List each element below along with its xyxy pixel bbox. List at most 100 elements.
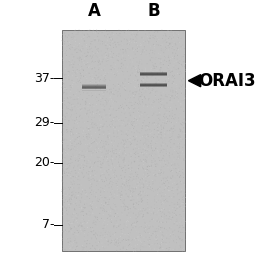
- Point: [145, 117, 149, 121]
- Point: [178, 234, 183, 238]
- Point: [78, 72, 83, 76]
- Point: [133, 85, 138, 89]
- Point: [143, 140, 148, 144]
- Point: [131, 220, 135, 224]
- Point: [87, 214, 91, 218]
- Point: [124, 237, 128, 241]
- Point: [174, 185, 178, 189]
- Point: [93, 37, 97, 41]
- Point: [175, 182, 179, 186]
- Point: [176, 208, 180, 212]
- Point: [127, 97, 131, 101]
- Point: [141, 172, 145, 176]
- Point: [134, 153, 138, 157]
- Point: [139, 179, 143, 183]
- Point: [101, 73, 106, 78]
- Point: [151, 70, 155, 74]
- Point: [182, 168, 186, 173]
- Point: [68, 83, 72, 88]
- Point: [82, 33, 87, 37]
- Point: [61, 181, 65, 185]
- Point: [149, 83, 153, 87]
- Point: [108, 134, 112, 138]
- Point: [151, 87, 155, 91]
- Point: [159, 235, 164, 239]
- Point: [103, 40, 107, 44]
- Point: [88, 241, 92, 246]
- Point: [154, 233, 158, 237]
- Point: [65, 232, 69, 236]
- Point: [91, 192, 96, 196]
- Point: [113, 212, 117, 216]
- Point: [112, 81, 116, 85]
- Point: [99, 173, 103, 177]
- Point: [66, 216, 70, 220]
- Point: [97, 140, 102, 144]
- Point: [75, 216, 79, 220]
- Point: [61, 157, 65, 161]
- Point: [110, 233, 114, 238]
- Point: [92, 194, 96, 198]
- Point: [135, 129, 139, 133]
- Point: [182, 212, 186, 216]
- Point: [152, 111, 156, 115]
- Point: [114, 182, 118, 186]
- Point: [171, 182, 175, 186]
- Point: [113, 202, 117, 207]
- Point: [96, 52, 100, 56]
- Point: [116, 215, 120, 219]
- Point: [144, 157, 148, 161]
- Point: [129, 223, 133, 227]
- Point: [153, 158, 157, 162]
- Point: [121, 63, 125, 67]
- Point: [128, 95, 133, 100]
- Point: [167, 79, 171, 83]
- Point: [127, 207, 131, 211]
- Point: [124, 223, 128, 227]
- Point: [165, 157, 169, 161]
- Point: [122, 35, 127, 39]
- Point: [120, 35, 124, 39]
- Point: [139, 225, 143, 229]
- Point: [142, 157, 146, 162]
- Point: [116, 118, 121, 122]
- Point: [165, 40, 169, 44]
- Text: ORAI3: ORAI3: [198, 72, 256, 90]
- Point: [66, 135, 70, 140]
- Point: [100, 201, 104, 206]
- Point: [68, 88, 72, 92]
- Point: [68, 35, 72, 39]
- Point: [65, 222, 70, 226]
- Point: [155, 213, 159, 217]
- Point: [95, 170, 100, 174]
- Point: [129, 151, 133, 155]
- Point: [132, 131, 136, 135]
- Point: [75, 70, 79, 74]
- Point: [134, 39, 139, 44]
- Point: [126, 129, 130, 133]
- Point: [171, 232, 175, 236]
- Point: [89, 121, 93, 125]
- Point: [113, 243, 117, 248]
- Point: [120, 132, 124, 136]
- Point: [78, 85, 82, 89]
- Point: [66, 237, 70, 241]
- Point: [113, 147, 117, 151]
- Point: [181, 101, 185, 105]
- Point: [180, 161, 184, 165]
- Point: [130, 198, 134, 202]
- Point: [75, 218, 79, 222]
- Point: [137, 176, 141, 180]
- Point: [101, 158, 105, 162]
- Point: [88, 244, 93, 249]
- Point: [142, 145, 147, 149]
- Point: [109, 56, 113, 60]
- Point: [136, 99, 140, 103]
- Point: [84, 238, 88, 242]
- Point: [71, 33, 75, 37]
- Point: [144, 225, 148, 229]
- Point: [122, 149, 126, 153]
- Point: [159, 127, 164, 131]
- Point: [149, 144, 153, 148]
- Point: [161, 200, 165, 205]
